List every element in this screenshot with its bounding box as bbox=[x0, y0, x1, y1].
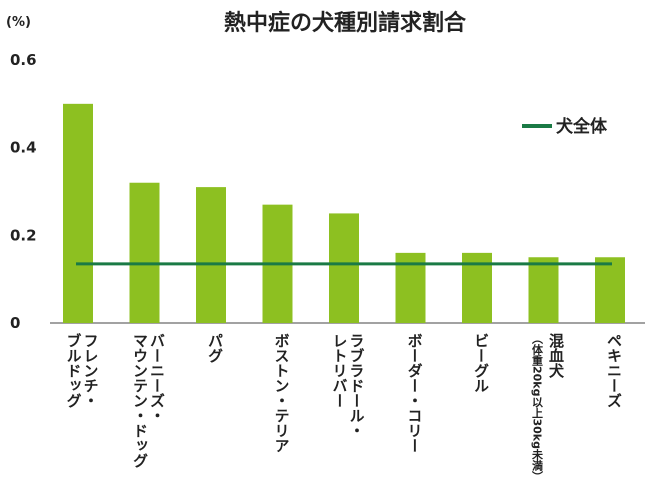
y-tick-label: 0 bbox=[10, 314, 20, 332]
category-label: ブルドッグ bbox=[65, 332, 83, 408]
bar bbox=[129, 182, 160, 323]
y-unit-label: (%) bbox=[6, 15, 31, 30]
legend-label: 犬全体 bbox=[556, 116, 608, 137]
bar bbox=[528, 257, 559, 323]
category-labels: フレンチ・ブルドッグ バーニーズ・マウンテン・ドッグ パグ ボストン・テリア ラブラドー… bbox=[65, 332, 624, 482]
bar bbox=[63, 103, 93, 323]
y-tick-label: 0.4 bbox=[10, 139, 37, 157]
bar bbox=[329, 213, 359, 323]
category-label: ラブラドール・ bbox=[348, 333, 366, 438]
category-label: マウンテン・ドッグ bbox=[131, 333, 149, 468]
bar-group bbox=[63, 103, 625, 323]
bar bbox=[595, 257, 625, 323]
category-label: ペキニーズ bbox=[605, 333, 623, 408]
category-label: ボーダー・コリー bbox=[406, 333, 424, 453]
category-label: 混血犬 bbox=[547, 333, 565, 379]
legend: 犬全体 bbox=[522, 116, 608, 137]
y-axis: 0 0.2 0.4 0.6 bbox=[10, 51, 37, 332]
category-label: パグ bbox=[206, 333, 224, 363]
category-label: ビーグル bbox=[472, 333, 490, 393]
y-tick-label: 0.2 bbox=[10, 226, 37, 244]
y-tick-label: 0.6 bbox=[10, 51, 37, 69]
category-label: ボストン・テリア bbox=[273, 333, 291, 453]
category-label: （体重20kg以上30kg未満） bbox=[531, 333, 545, 482]
category-label: レトリバー bbox=[331, 333, 349, 408]
bar bbox=[196, 187, 226, 323]
chart-title: 熱中症の犬種別請求割合 bbox=[224, 10, 467, 36]
category-label: フレンチ・ bbox=[82, 333, 100, 408]
category-label: バーニーズ・ bbox=[148, 333, 166, 423]
